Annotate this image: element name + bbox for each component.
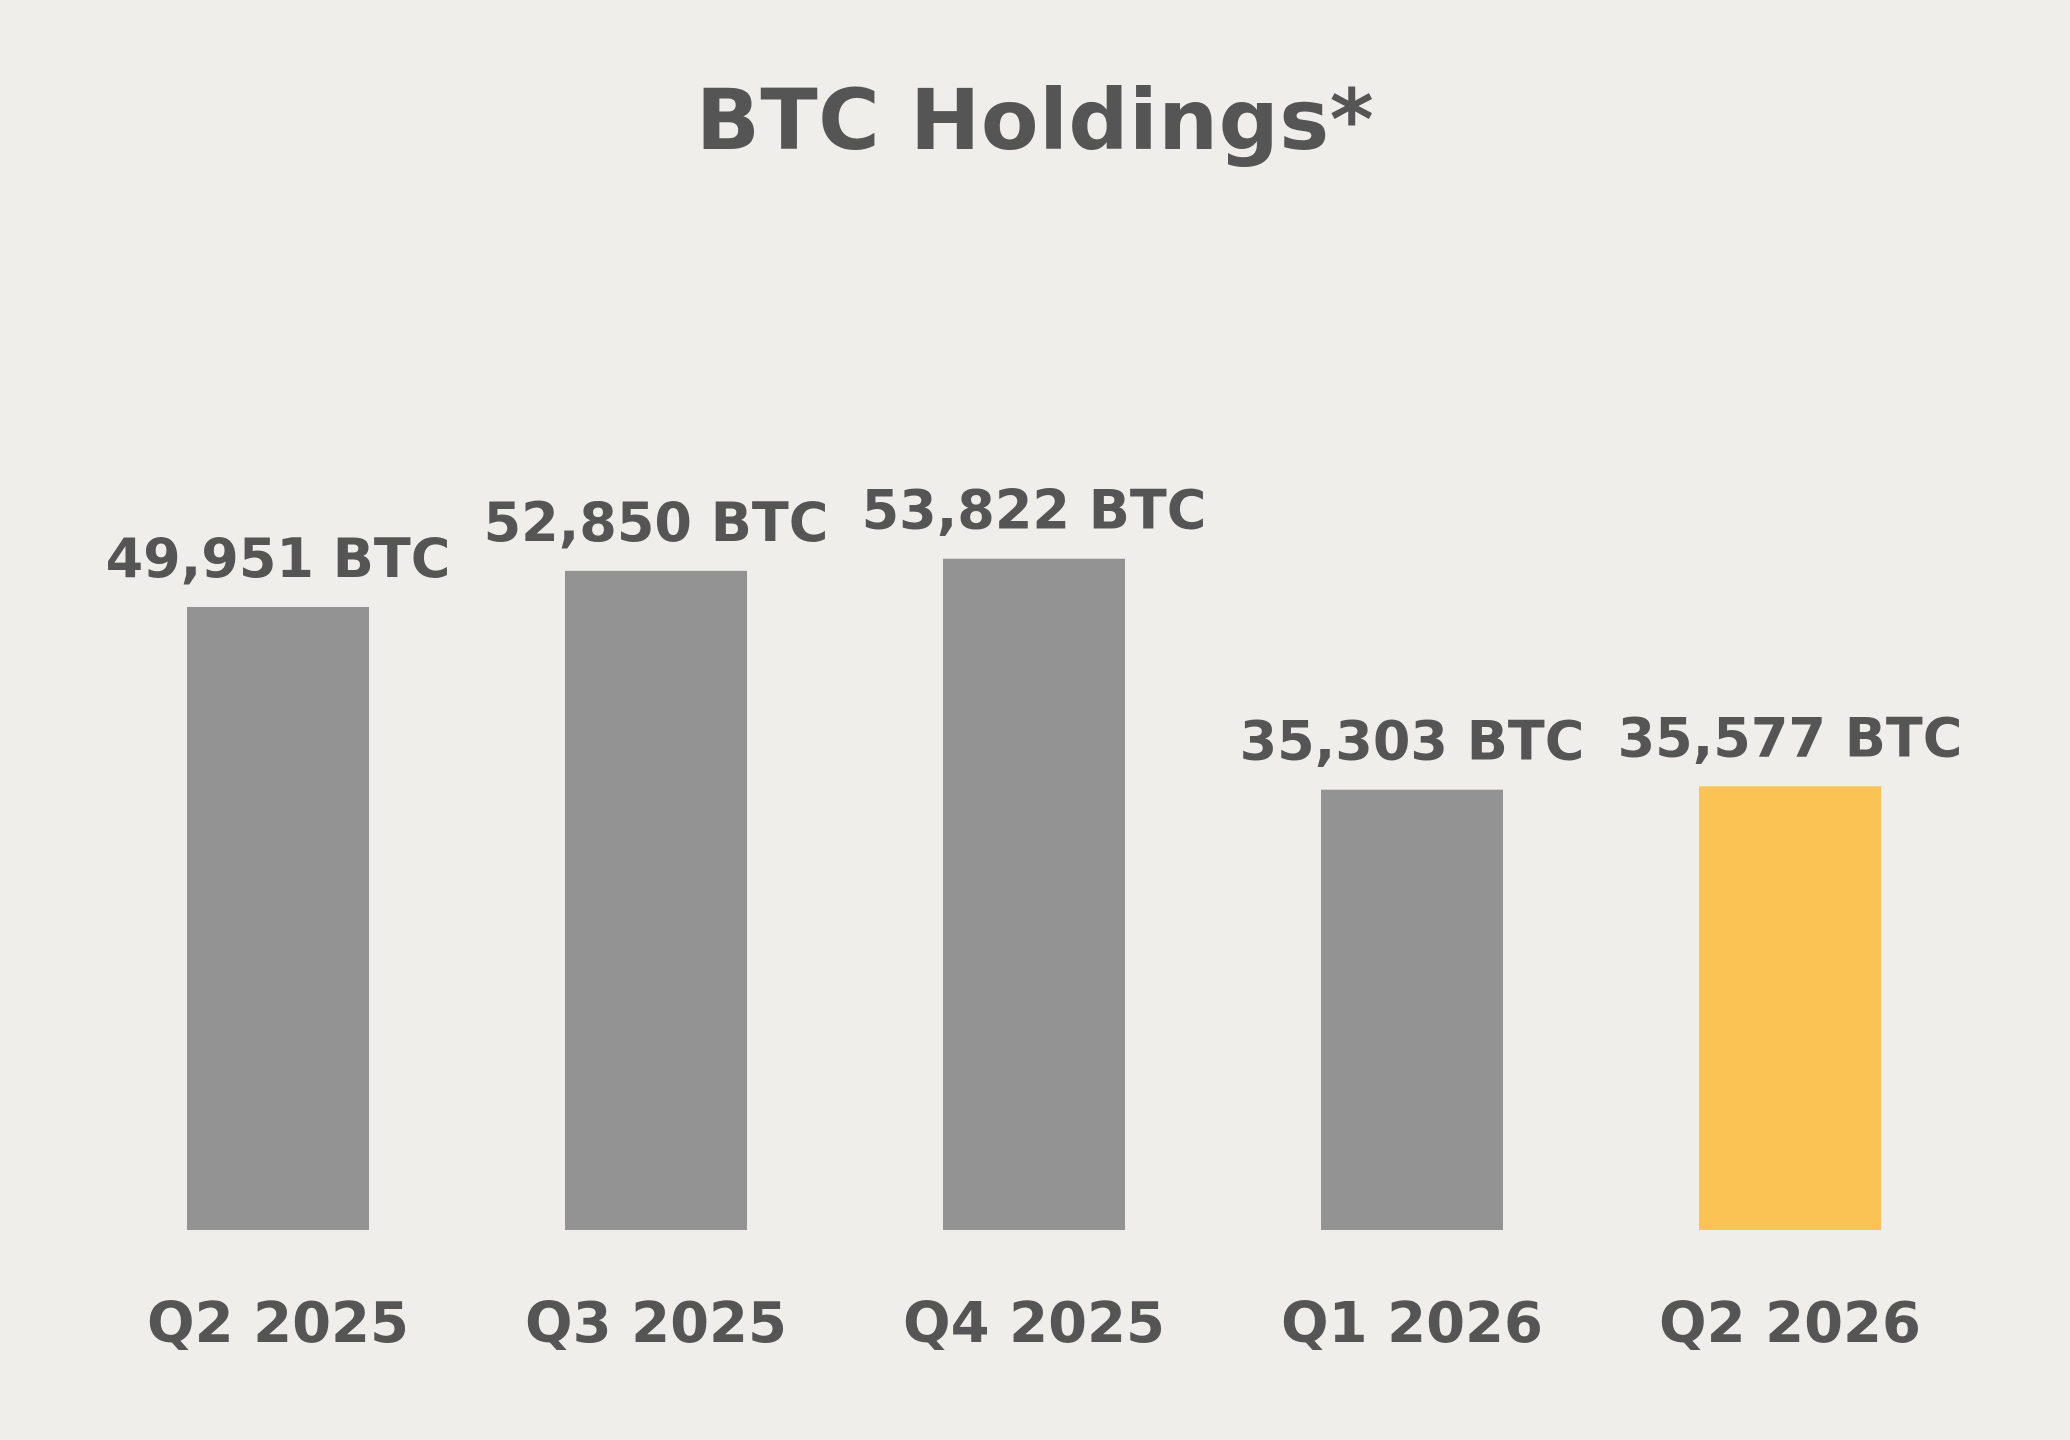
bar-q4-2025	[943, 558, 1125, 1230]
bar-q2-2025	[187, 607, 369, 1230]
data-label-q1-2026: 35,303 BTC	[1240, 710, 1585, 773]
x-tick-label-q3-2025: Q3 2025	[525, 1291, 787, 1356]
data-label-q3-2025: 52,850 BTC	[484, 491, 829, 554]
data-label-q4-2025: 53,822 BTC	[862, 479, 1207, 542]
data-label-q2-2026: 35,577 BTC	[1618, 706, 1963, 769]
x-tick-label-q4-2025: Q4 2025	[903, 1291, 1165, 1356]
x-tick-label-q2-2026: Q2 2026	[1659, 1291, 1921, 1356]
chart-title: BTC Holdings*	[695, 71, 1375, 169]
data-label-q2-2025: 49,951 BTC	[106, 527, 451, 590]
bar-q1-2026	[1321, 789, 1503, 1230]
x-tick-label-q2-2025: Q2 2025	[147, 1291, 409, 1356]
bar-q3-2025	[565, 570, 747, 1230]
x-tick-label-q1-2026: Q1 2026	[1281, 1291, 1543, 1356]
bar-q2-2026	[1699, 786, 1881, 1230]
